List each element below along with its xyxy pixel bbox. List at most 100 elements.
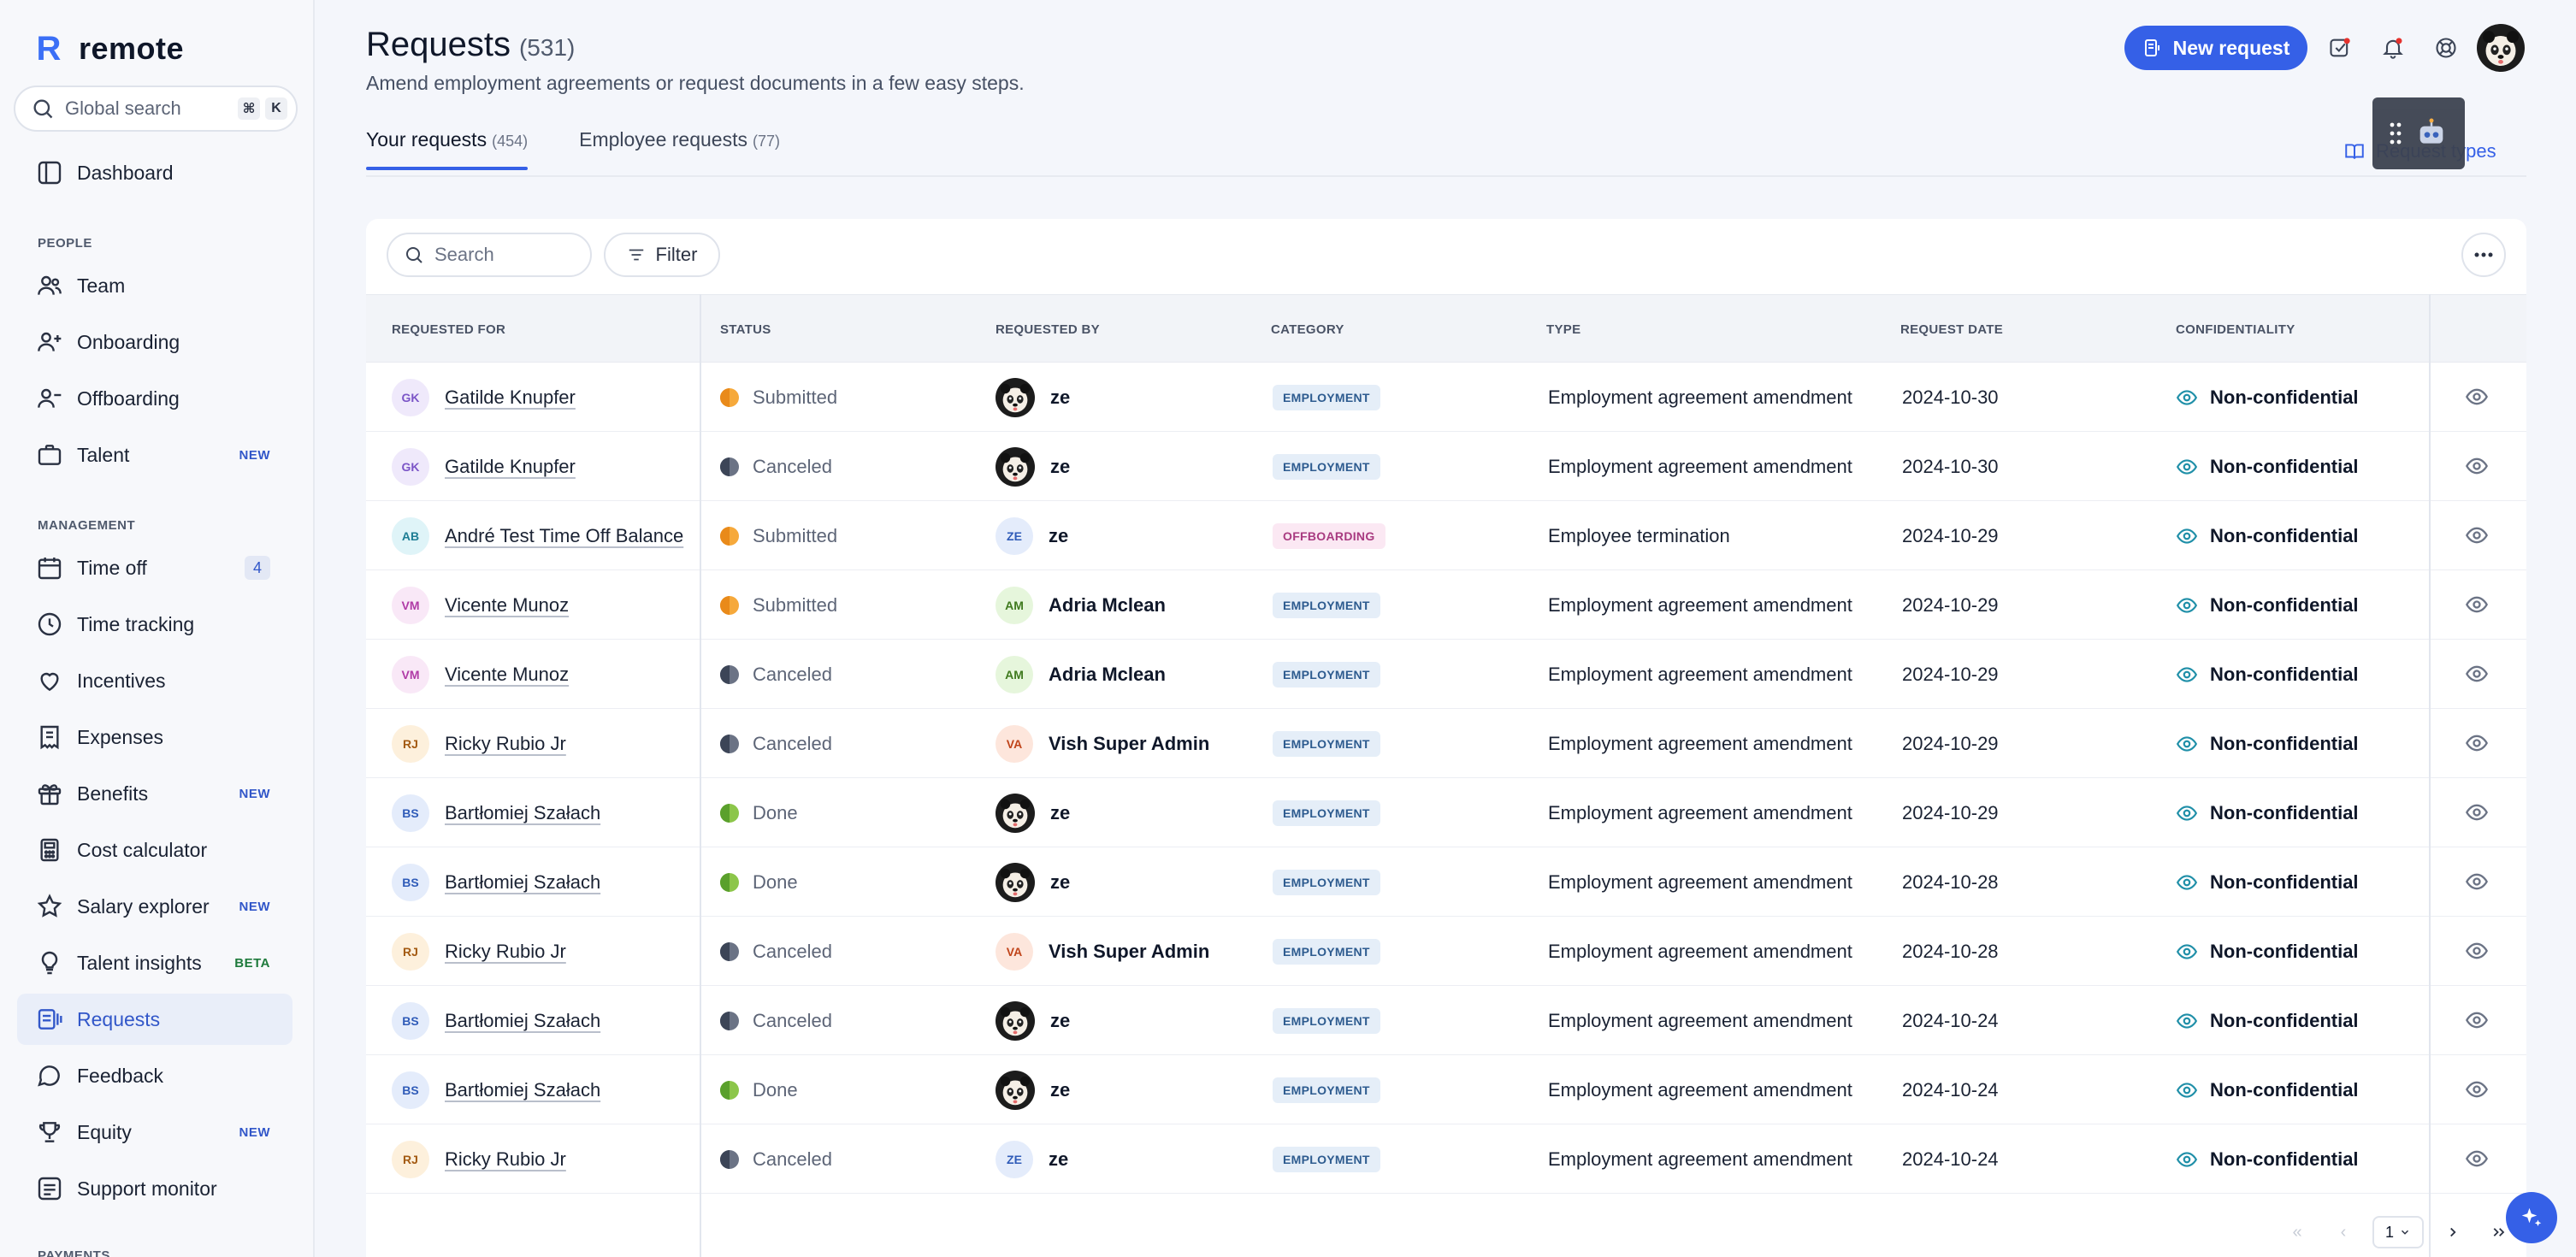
- employee-name-link[interactable]: André Test Time Off Balance: [445, 524, 684, 546]
- employee-name-link[interactable]: Vicente Munoz: [445, 663, 570, 685]
- request-date: 2024-10-30: [1902, 455, 1999, 477]
- user-avatar[interactable]: [2477, 24, 2525, 72]
- view-request-icon[interactable]: [2465, 1147, 2489, 1171]
- employee-name-link[interactable]: Bartłomiej Szałach: [445, 1009, 601, 1031]
- sidebar-item-label: Support monitor: [77, 1177, 217, 1200]
- sidebar-item-talent[interactable]: Talent NEW: [17, 429, 292, 481]
- employee-name-link[interactable]: Ricky Rubio Jr: [445, 732, 566, 754]
- cell-confidentiality: Non-confidential: [2176, 986, 2359, 1055]
- floating-devtool-widget[interactable]: [2372, 97, 2465, 169]
- column-type[interactable]: TYPE: [1546, 322, 1581, 337]
- calculator-icon: [40, 838, 59, 862]
- cell-status: Done: [720, 847, 798, 917]
- view-request-icon[interactable]: [2465, 939, 2489, 963]
- employee-name-link[interactable]: Ricky Rubio Jr: [445, 940, 566, 962]
- last-page-button[interactable]: [2482, 1217, 2516, 1248]
- confidentiality-text: Non-confidential: [2210, 524, 2359, 546]
- new-badge: NEW: [239, 1124, 270, 1140]
- table-row[interactable]: BS Bartłomiej Szałach Done ze EMPLOYMENT Empl…: [366, 778, 2526, 847]
- sidebar-item-salary-explorer[interactable]: Salary explorer NEW: [17, 881, 292, 932]
- tasks-button[interactable]: [2325, 32, 2355, 63]
- column-requested-for[interactable]: REQUESTED FOR: [392, 322, 506, 337]
- table-row[interactable]: VM Vicente Munoz Submitted AM Adria Mclean EM…: [366, 570, 2526, 640]
- table-search-input[interactable]: Search: [387, 233, 592, 277]
- table-row[interactable]: VM Vicente Munoz Canceled AM Adria Mclean EMP…: [366, 640, 2526, 709]
- employee-name-link[interactable]: Ricky Rubio Jr: [445, 1148, 566, 1170]
- receipt-icon: [40, 725, 59, 750]
- sidebar-item-incentives[interactable]: Incentives: [17, 655, 292, 706]
- cell-type: Employment agreement amendment: [1548, 986, 1852, 1055]
- request-type: Employment agreement amendment: [1548, 1148, 1852, 1170]
- table-search-placeholder: Search: [434, 244, 494, 265]
- filter-button[interactable]: Filter: [604, 233, 720, 277]
- view-request-icon[interactable]: [2465, 385, 2489, 409]
- cell-requested-by: VA Vish Super Admin: [996, 917, 1209, 986]
- column-request-date[interactable]: REQUEST DATE: [1900, 322, 2003, 337]
- view-request-icon[interactable]: [2465, 662, 2489, 686]
- employee-name-link[interactable]: Vicente Munoz: [445, 593, 570, 616]
- table-row[interactable]: RJ Ricky Rubio Jr Canceled ZE ze EMPLOYMENT Em…: [366, 1124, 2526, 1194]
- first-page-button[interactable]: «: [2292, 1222, 2302, 1242]
- view-request-icon[interactable]: [2465, 454, 2489, 478]
- table-row[interactable]: BS Bartłomiej Szałach Done ze EMPLOYMENT Empl…: [366, 1055, 2526, 1124]
- logo[interactable]: R remote: [34, 31, 184, 67]
- tab-employee-requests[interactable]: Employee requests (77): [579, 128, 780, 170]
- sidebar-item-support-monitor[interactable]: Support monitor: [17, 1163, 292, 1214]
- ai-assistant-button[interactable]: [2506, 1192, 2557, 1243]
- view-request-icon[interactable]: [2465, 593, 2489, 617]
- sidebar-item-cost-calculator[interactable]: Cost calculator: [17, 824, 292, 876]
- view-request-icon[interactable]: [2465, 800, 2489, 824]
- view-request-icon[interactable]: [2465, 523, 2489, 547]
- new-request-button[interactable]: New request: [2124, 26, 2307, 70]
- sidebar-item-equity[interactable]: Equity NEW: [17, 1107, 292, 1158]
- help-button[interactable]: [2431, 32, 2461, 63]
- table-row[interactable]: BS Bartłomiej Szałach Done ze EMPLOYMENT Empl…: [366, 847, 2526, 917]
- sidebar-item-benefits[interactable]: Benefits NEW: [17, 768, 292, 819]
- cell-category: EMPLOYMENT: [1273, 432, 1380, 501]
- table-row[interactable]: AB André Test Time Off Balance Submitted ZE…: [366, 501, 2526, 570]
- sidebar-item-talent-insights[interactable]: Talent insights BETA: [17, 937, 292, 988]
- more-options-button[interactable]: [2461, 233, 2506, 277]
- page-select[interactable]: 1: [2372, 1216, 2424, 1248]
- next-page-button[interactable]: [2436, 1217, 2470, 1248]
- column-status[interactable]: STATUS: [720, 322, 771, 337]
- sidebar-item-expenses[interactable]: Expenses: [17, 711, 292, 763]
- column-confidentiality[interactable]: CONFIDENTIALITY: [2176, 322, 2295, 337]
- chevrons-right-icon: [2493, 1228, 2505, 1236]
- table-row[interactable]: RJ Ricky Rubio Jr Canceled VA Vish Super Adm…: [366, 917, 2526, 986]
- employee-name-link[interactable]: Bartłomiej Szałach: [445, 870, 601, 893]
- prev-page-button[interactable]: ‹: [2340, 1222, 2347, 1242]
- view-request-icon[interactable]: [2465, 1077, 2489, 1101]
- status-text: Canceled: [753, 1148, 832, 1170]
- heart-icon: [40, 672, 59, 692]
- view-request-icon[interactable]: [2465, 870, 2489, 894]
- table-row[interactable]: GK Gatilde Knupfer Canceled ze EMPLOYMENT Emp…: [366, 432, 2526, 501]
- view-request-icon[interactable]: [2465, 1008, 2489, 1032]
- sidebar-item-offboarding[interactable]: Offboarding: [17, 373, 292, 424]
- cell-type: Employment agreement amendment: [1548, 363, 1852, 432]
- drag-handle-icon[interactable]: [2389, 121, 2402, 145]
- employee-name-link[interactable]: Bartłomiej Szałach: [445, 1078, 601, 1101]
- sidebar-item-time-off[interactable]: Time off 4: [17, 542, 292, 593]
- sidebar-item-onboarding[interactable]: Onboarding: [17, 316, 292, 368]
- notifications-button[interactable]: [2378, 32, 2408, 63]
- eye-icon: [2176, 802, 2198, 824]
- employee-initials: VM: [392, 655, 429, 693]
- sidebar-item-team[interactable]: Team: [17, 260, 292, 311]
- table-row[interactable]: RJ Ricky Rubio Jr Canceled VA Vish Super Adm…: [366, 709, 2526, 778]
- sidebar-item-dashboard[interactable]: Dashboard: [17, 147, 292, 198]
- employee-name-link[interactable]: Gatilde Knupfer: [445, 455, 576, 477]
- sidebar-item-requests[interactable]: Requests: [17, 994, 292, 1045]
- table-row[interactable]: GK Gatilde Knupfer Submitted ze EMPLOYMENT Em…: [366, 363, 2526, 432]
- lifebuoy-icon: [2436, 38, 2456, 58]
- sidebar-item-feedback[interactable]: Feedback: [17, 1050, 292, 1101]
- tab-your-requests[interactable]: Your requests (454): [366, 128, 529, 170]
- view-request-icon[interactable]: [2465, 731, 2489, 755]
- column-requested-by[interactable]: REQUESTED BY: [996, 322, 1100, 337]
- employee-name-link[interactable]: Bartłomiej Szałach: [445, 801, 601, 823]
- sidebar-item-time-tracking[interactable]: Time tracking: [17, 599, 292, 650]
- column-category[interactable]: CATEGORY: [1271, 322, 1344, 337]
- global-search-input[interactable]: Global search ⌘ K: [14, 86, 298, 132]
- employee-name-link[interactable]: Gatilde Knupfer: [445, 386, 576, 408]
- table-row[interactable]: BS Bartłomiej Szałach Canceled ze EMPLOYMENT…: [366, 986, 2526, 1055]
